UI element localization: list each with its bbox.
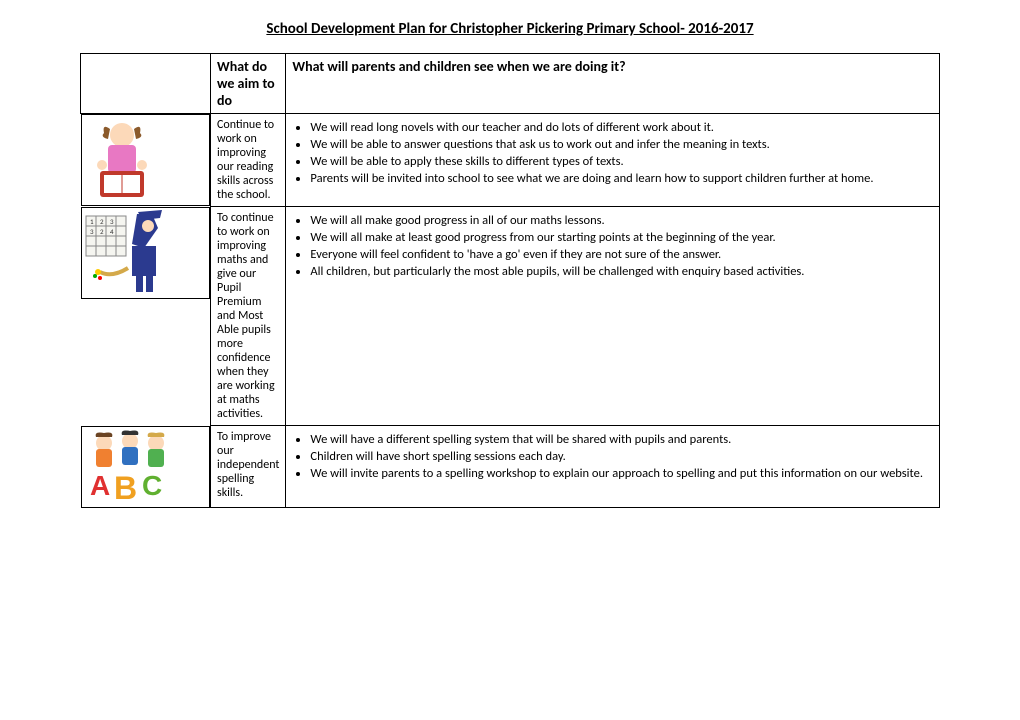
spelling-icon: A B C	[82, 427, 182, 507]
list-item: We will read long novels with our teache…	[310, 120, 933, 135]
svg-text:2: 2	[100, 227, 104, 236]
svg-text:3: 3	[110, 217, 114, 226]
plan-table: What do we aim to do What will parents a…	[80, 53, 940, 508]
list-item: We will have a different spelling system…	[310, 432, 933, 447]
row-points: We will all make good progress in all of…	[286, 207, 940, 426]
row-icon-cell: 1 2 3 3 2 4	[81, 207, 211, 299]
list-item: We will be able to apply these skills to…	[310, 154, 933, 169]
svg-text:1: 1	[90, 217, 94, 226]
maths-icon: 1 2 3 3 2 4	[82, 208, 182, 298]
svg-text:C: C	[142, 470, 162, 501]
row-icon-cell: A B C	[81, 426, 211, 508]
header-see: What will parents and children see when …	[286, 54, 940, 114]
row-points: We will have a different spelling system…	[286, 426, 940, 508]
svg-text:B: B	[114, 470, 137, 506]
header-icon	[81, 54, 211, 114]
page-title: School Development Plan for Christopher …	[80, 20, 940, 38]
svg-text:2: 2	[100, 217, 104, 226]
list-item: We will invite parents to a spelling wor…	[310, 466, 933, 481]
table-row: Continue to work on improving our readin…	[81, 114, 940, 207]
row-aim: To continue to work on improving maths a…	[211, 207, 286, 426]
reading-icon	[82, 115, 162, 205]
table-row: 1 2 3 3 2 4 To continue to work on impro…	[81, 207, 940, 426]
row-icon-cell	[81, 114, 211, 206]
list-item: Children will have short spelling sessio…	[310, 449, 933, 464]
table-row: A B C To improve our independent spellin…	[81, 426, 940, 508]
list-item: We will all make good progress in all of…	[310, 213, 933, 228]
row-aim: Continue to work on improving our readin…	[211, 114, 286, 207]
svg-text:A: A	[90, 470, 110, 501]
list-item: All children, but particularly the most …	[310, 264, 933, 279]
list-item: Everyone will feel confident to 'have a …	[310, 247, 933, 262]
row-points: We will read long novels with our teache…	[286, 114, 940, 207]
svg-text:4: 4	[110, 227, 114, 236]
svg-text:3: 3	[90, 227, 94, 236]
list-item: Parents will be invited into school to s…	[310, 171, 933, 186]
header-aim: What do we aim to do	[211, 54, 286, 114]
list-item: We will be able to answer questions that…	[310, 137, 933, 152]
list-item: We will all make at least good progress …	[310, 230, 933, 245]
row-aim: To improve our independent spelling skil…	[211, 426, 286, 508]
